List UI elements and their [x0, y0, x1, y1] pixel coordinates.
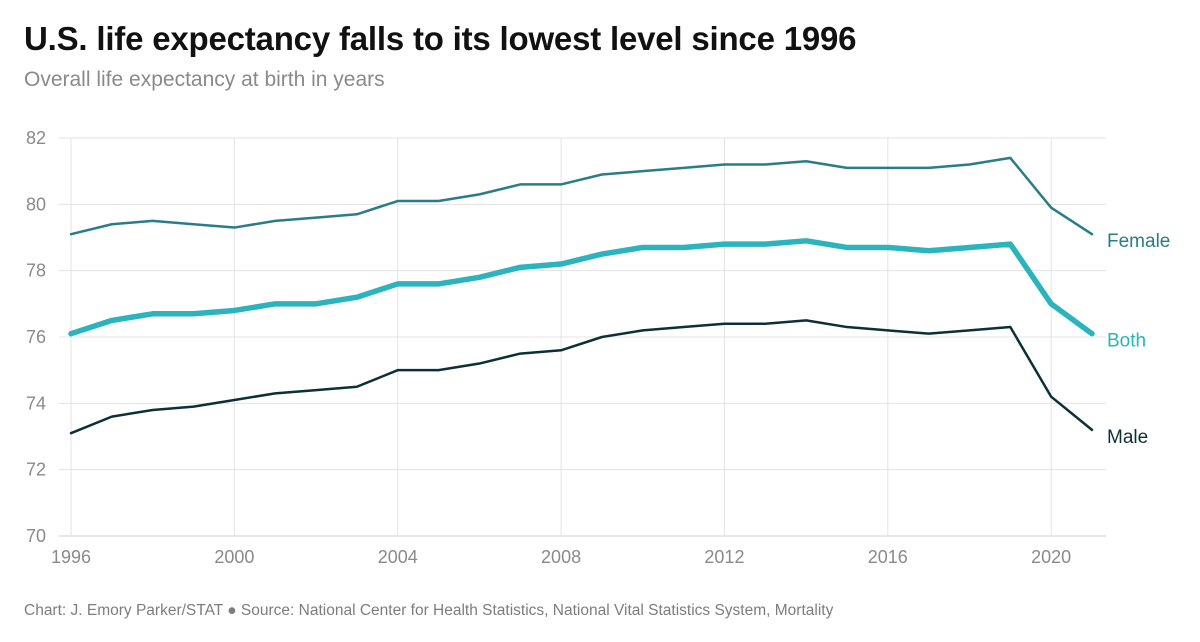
y-tick-label: 70 — [26, 526, 46, 546]
x-tick-label: 2016 — [868, 547, 908, 567]
y-tick-label: 82 — [26, 128, 46, 148]
series-line-female — [69, 156, 1094, 236]
chart-subtitle: Overall life expectancy at birth in year… — [24, 68, 385, 91]
x-tick-label: 2012 — [704, 547, 744, 567]
y-tick-label: 76 — [26, 327, 46, 347]
y-tick-label: 80 — [26, 194, 46, 214]
series-line-both — [68, 238, 1095, 337]
x-tick-label: 2004 — [378, 547, 418, 567]
x-tick-label: 2020 — [1031, 547, 1071, 567]
chart-title: U.S. life expectancy falls to its lowest… — [24, 20, 857, 57]
y-tick-label: 74 — [26, 393, 46, 413]
x-tick-label: 2000 — [214, 547, 254, 567]
series-labels: Female Both Male — [1107, 231, 1170, 448]
series-lines — [68, 156, 1095, 435]
series-label-both: Both — [1107, 331, 1146, 352]
y-tick-label: 78 — [26, 261, 46, 281]
series-line-male — [69, 319, 1094, 435]
axis-tick-labels: 70 72 74 76 78 80 82 1996 2000 2004 2008 2012 2016 20… — [26, 128, 1071, 567]
x-tick-label: 1996 — [51, 547, 91, 567]
grid-lines — [59, 137, 1106, 537]
series-label-female: Female — [1107, 231, 1170, 252]
source-credit: Chart: J. Emory Parker/STAT ● Source: Na… — [24, 602, 834, 619]
series-label-male: Male — [1107, 427, 1148, 448]
x-tick-label: 2008 — [541, 547, 581, 567]
y-tick-label: 72 — [26, 460, 46, 480]
line-chart: 70 72 74 76 78 80 82 1996 2000 2004 2008 2012 2016 20… — [26, 128, 1170, 567]
